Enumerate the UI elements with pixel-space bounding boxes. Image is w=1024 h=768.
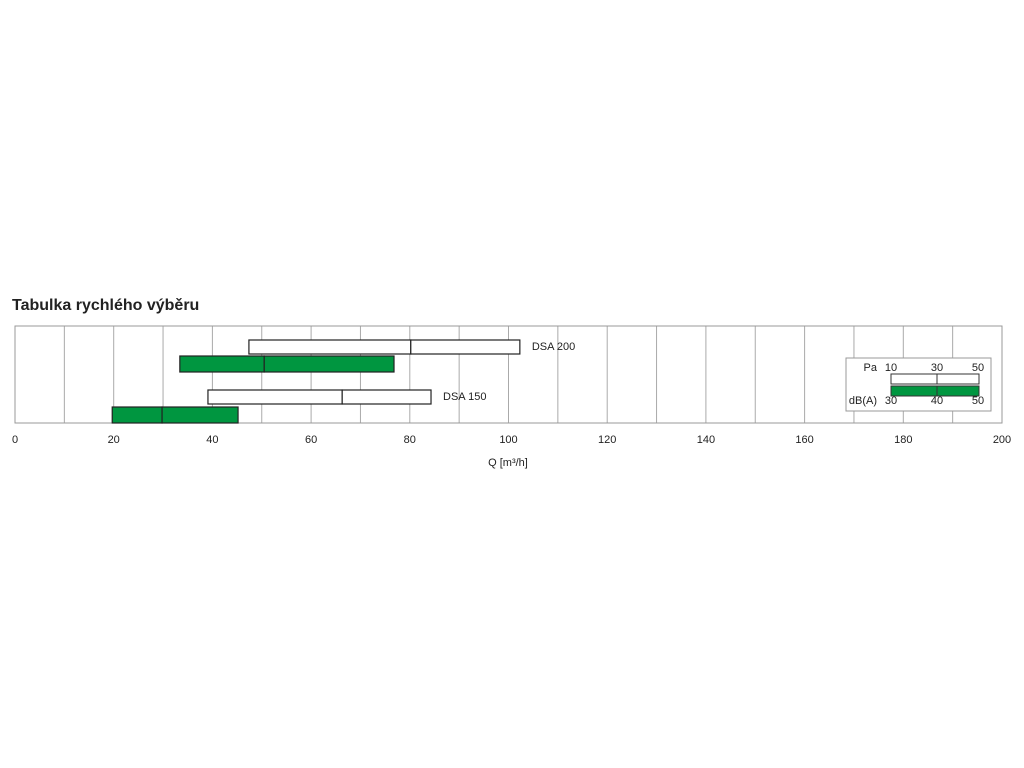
x-tick-label: 60 xyxy=(305,434,317,446)
legend-level: 50 xyxy=(972,395,984,407)
range-bar-segment xyxy=(111,406,163,424)
x-tick-label: 160 xyxy=(795,434,813,446)
x-tick-label: 120 xyxy=(598,434,616,446)
series-label: DSA 200 xyxy=(532,341,575,353)
legend-level: 30 xyxy=(885,395,897,407)
legend-level: 50 xyxy=(972,362,984,374)
plot-frame xyxy=(14,325,1003,424)
range-bar-segment xyxy=(248,339,412,355)
x-tick-label: 0 xyxy=(12,434,18,446)
legend-level: 10 xyxy=(885,362,897,374)
legend-pressure-unit: Pa xyxy=(864,362,878,374)
legend: Pa 10 30 50 dB(A) 30 40 50 xyxy=(845,357,992,412)
x-tick-label: 140 xyxy=(697,434,715,446)
x-axis-label: Q [m³/h] xyxy=(488,457,528,469)
range-bar-segment xyxy=(207,389,343,405)
chart-title: Tabulka rychlého výběru xyxy=(12,297,199,314)
x-tick-label: 180 xyxy=(894,434,912,446)
legend-level: 30 xyxy=(931,362,943,374)
range-bar-segment xyxy=(341,389,432,405)
range-bar-segment xyxy=(410,339,521,355)
x-tick-label: 80 xyxy=(404,434,416,446)
legend-noise-unit: dB(A) xyxy=(849,395,877,407)
range-bar-segment xyxy=(263,355,395,373)
range-bar-segment xyxy=(161,406,239,424)
range-bar-segment xyxy=(179,355,265,373)
legend-level: 40 xyxy=(931,395,943,407)
x-tick-label: 20 xyxy=(108,434,120,446)
x-tick-label: 40 xyxy=(206,434,218,446)
x-tick-label: 200 xyxy=(993,434,1011,446)
legend-pressure-bar xyxy=(890,373,980,385)
x-tick-label: 100 xyxy=(499,434,517,446)
series-label: DSA 150 xyxy=(443,391,486,403)
legend-noise-bar xyxy=(890,385,980,397)
